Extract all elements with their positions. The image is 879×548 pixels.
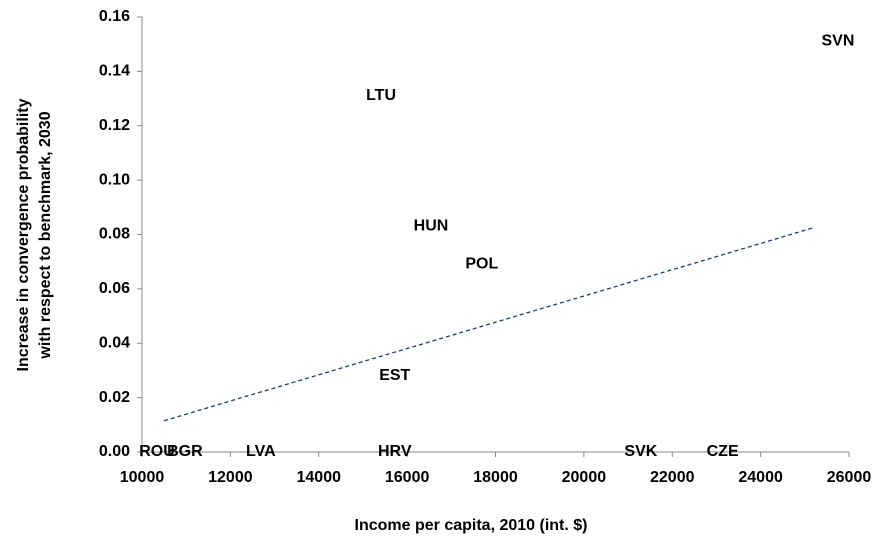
point-label: LVA (246, 443, 276, 460)
x-tick-label: 14000 (297, 469, 342, 486)
y-tick-label: 0.12 (99, 117, 130, 134)
y-tick-label: 0.00 (99, 443, 130, 460)
point-label: ROU (139, 443, 175, 460)
point-label: BGR (167, 443, 203, 460)
point-label: POL (465, 256, 498, 273)
y-tick-label: 0.02 (99, 389, 130, 406)
y-axis-title-line: Increase in convergence probability (15, 98, 32, 371)
point-label: HRV (378, 443, 412, 460)
x-tick-label: 22000 (650, 469, 695, 486)
y-tick-label: 0.08 (99, 226, 130, 243)
trend-line (163, 227, 814, 422)
x-tick-label: 24000 (738, 469, 783, 486)
x-tick-label: 26000 (827, 469, 872, 486)
y-axis-title: Increase in convergence probability with… (15, 98, 54, 371)
y-tick-label: 0.06 (99, 280, 130, 297)
point-label: LTU (366, 87, 396, 104)
x-tick-label: 16000 (385, 469, 430, 486)
point-label: SVN (822, 33, 855, 50)
x-axis-title: Income per capita, 2010 (int. $) (355, 517, 588, 534)
y-tick-label: 0.14 (99, 63, 130, 80)
point-label: CZE (707, 443, 739, 460)
x-tick-label: 18000 (473, 469, 518, 486)
y-tick-label: 0.04 (99, 334, 130, 351)
y-axis-title-line: with respect to benchmark, 2030 (37, 111, 54, 359)
x-tick-label: 12000 (208, 469, 253, 486)
point-label: SVK (624, 443, 657, 460)
point-label: EST (379, 367, 410, 384)
x-tick-label: 20000 (562, 469, 607, 486)
x-tick-label: 10000 (120, 469, 165, 486)
point-label: HUN (414, 218, 449, 235)
y-tick-label: 0.10 (99, 171, 130, 188)
y-tick-label: 0.16 (99, 8, 130, 25)
